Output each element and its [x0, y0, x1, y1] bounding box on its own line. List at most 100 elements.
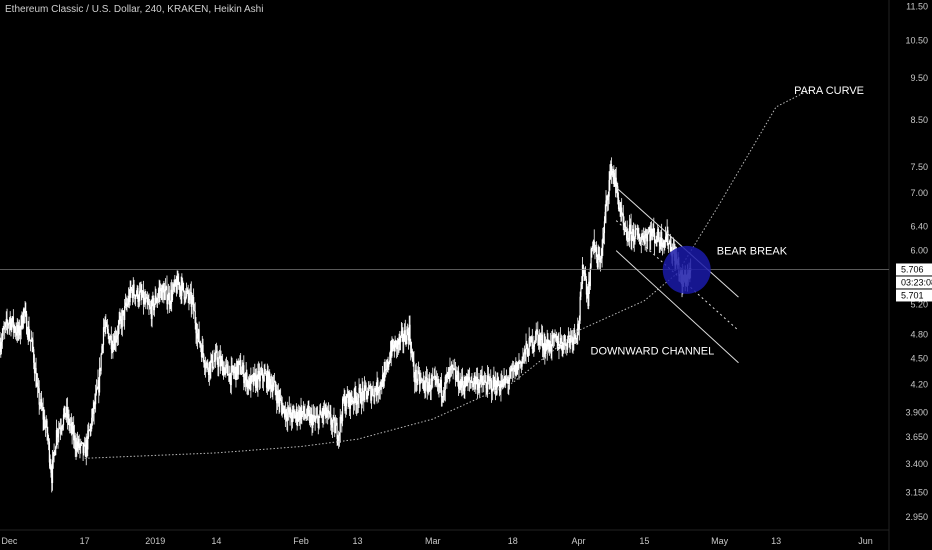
candle-body: [105, 321, 107, 328]
candle-body: [46, 420, 48, 434]
candle-body: [151, 299, 153, 319]
candle-body: [306, 407, 308, 418]
candle-body: [83, 444, 85, 454]
candle-body: [668, 241, 671, 244]
candle-body: [638, 234, 640, 241]
candle-body: [281, 404, 283, 414]
candle-body: [435, 377, 437, 381]
candle-body: [255, 375, 257, 388]
candle-body: [643, 235, 645, 241]
candle-body: [548, 340, 551, 352]
candle-body: [643, 240, 646, 245]
candle-body: [42, 408, 44, 420]
candle-body: [472, 382, 475, 388]
candle-body: [440, 379, 442, 397]
candle-body: [320, 410, 322, 415]
candle-body: [439, 379, 442, 388]
candle-body: [6, 318, 8, 324]
candle-body: [218, 355, 221, 359]
candle-body: [245, 372, 247, 377]
candle-body: [11, 322, 13, 330]
candle-body: [523, 353, 525, 359]
candle-body: [650, 228, 652, 242]
candle-body: [352, 401, 354, 403]
candle-body: [348, 392, 350, 404]
candle-body: [317, 415, 319, 428]
candle-body: [526, 347, 529, 356]
candle-body: [110, 335, 112, 350]
candle-body: [465, 376, 468, 387]
candle-body: [350, 393, 352, 400]
candle-body: [470, 381, 472, 383]
candle-body: [438, 383, 440, 387]
candle-body: [146, 297, 148, 303]
candle-body: [194, 310, 196, 324]
candle-body: [575, 338, 577, 340]
candle-body: [615, 177, 617, 186]
candle-body: [363, 391, 365, 401]
candle-body: [81, 442, 83, 444]
candle-body: [545, 343, 547, 354]
candle-body: [562, 348, 564, 350]
candle-body: [573, 329, 575, 340]
candle-body: [635, 228, 637, 231]
candle-body: [614, 179, 616, 187]
candle-body: [336, 422, 338, 440]
candle-body: [158, 289, 160, 294]
bear-break-label: BEAR BREAK: [717, 246, 788, 258]
candle-body: [156, 300, 158, 303]
candle-body: [230, 366, 232, 386]
candle-body: [196, 333, 198, 339]
candle-body: [659, 242, 661, 247]
candle-body: [537, 334, 540, 346]
candle-body: [581, 283, 583, 289]
candle-body: [40, 399, 42, 406]
candle-body: [396, 340, 398, 350]
candle-body: [261, 369, 263, 374]
candle-body: [135, 295, 138, 297]
candle-body: [47, 433, 49, 439]
candle-body: [181, 280, 183, 296]
candle-body: [582, 264, 584, 272]
candle-body: [667, 230, 669, 245]
candle-body: [48, 441, 50, 463]
candle-body: [439, 383, 441, 388]
candle-body: [149, 305, 151, 308]
candle-body: [264, 372, 266, 374]
candle-body: [201, 345, 203, 358]
candle-body: [280, 397, 282, 400]
candle-body: [91, 408, 94, 418]
candle-body: [145, 297, 148, 299]
candle-body: [223, 366, 225, 375]
candle-body: [621, 207, 623, 215]
candle-body: [505, 378, 508, 380]
candle-body: [523, 349, 526, 354]
candle-body: [382, 374, 384, 387]
candle-body: [424, 389, 426, 391]
candle-body: [609, 174, 611, 181]
candle-body: [555, 336, 557, 341]
candle-body: [147, 302, 149, 305]
y-tick-label: 6.00: [910, 246, 928, 256]
candle-body: [453, 368, 455, 370]
candle-body: [389, 360, 391, 363]
candle-body: [463, 385, 465, 392]
candle-body: [412, 358, 414, 362]
candle-body: [300, 407, 302, 420]
candle-body: [103, 327, 105, 329]
candle-body: [185, 290, 187, 300]
candle-body: [214, 359, 216, 361]
candle-body: [542, 347, 544, 351]
candle-body: [374, 387, 377, 391]
candle-body: [203, 354, 205, 364]
candle-body: [528, 338, 530, 356]
candle-body: [551, 335, 553, 351]
candle-body: [376, 379, 378, 396]
candle-body: [468, 377, 470, 381]
candle-body: [632, 229, 635, 241]
candle-body: [628, 224, 631, 241]
candle-body: [390, 350, 392, 356]
x-tick-label: 13: [771, 536, 781, 546]
candle-body: [494, 379, 497, 391]
